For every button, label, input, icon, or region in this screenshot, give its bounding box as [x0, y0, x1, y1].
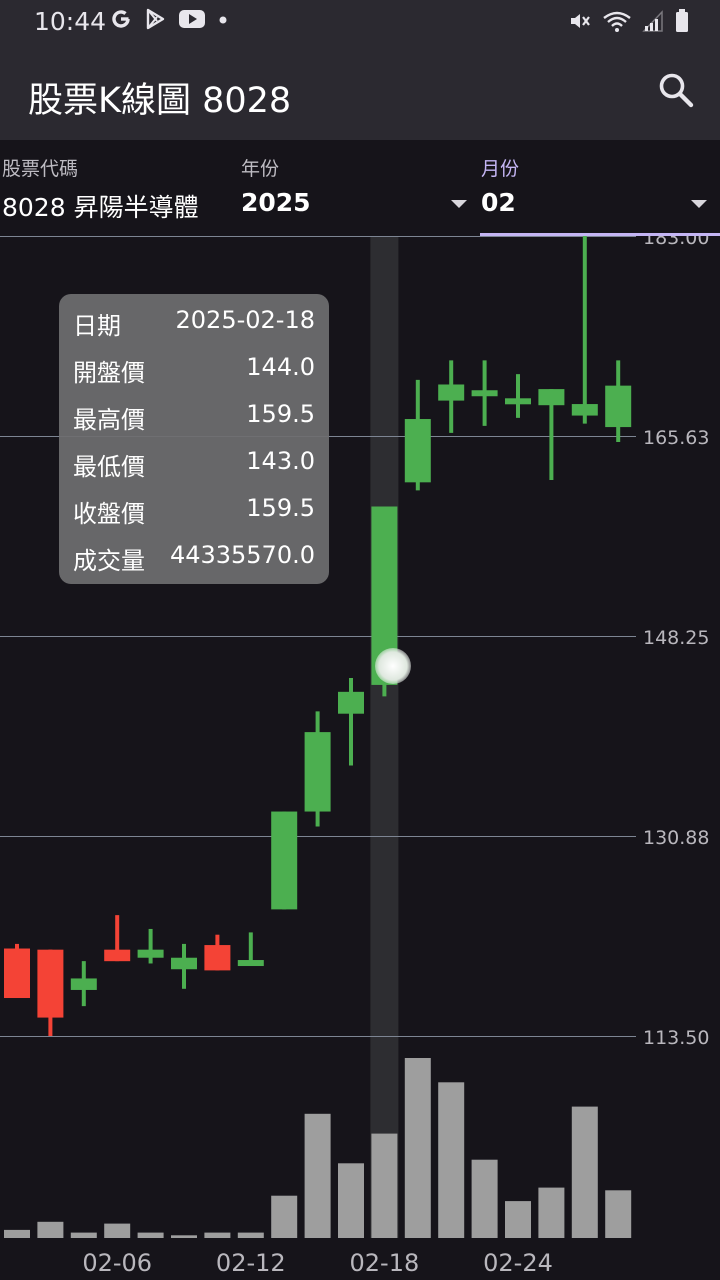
- x-tick-label: 02-18: [350, 1249, 420, 1277]
- candle-body: [304, 732, 331, 812]
- y-tick-label: 113.50: [643, 1027, 709, 1049]
- candle-body: [404, 419, 431, 483]
- status-bar: 10:44: [0, 0, 720, 44]
- candle-body: [438, 384, 465, 401]
- volume-bar: [104, 1223, 131, 1238]
- candle-body: [471, 390, 498, 397]
- candle-body: [137, 949, 164, 958]
- candle-body: [538, 389, 565, 406]
- month-dropdown-icon[interactable]: [691, 200, 707, 208]
- month-value[interactable]: 02: [481, 188, 516, 217]
- volume-bar: [571, 1106, 598, 1238]
- highlight-column: [370, 236, 399, 1238]
- y-tick-label: 148.25: [643, 627, 709, 649]
- tooltip-row-volume: 成交量 44335570.0: [73, 541, 315, 581]
- search-icon[interactable]: [656, 70, 696, 110]
- tooltip-label: 收盤價: [73, 500, 145, 528]
- volume-bar: [605, 1190, 632, 1238]
- candle-body: [271, 811, 298, 910]
- tooltip-row-low: 最低價 143.0: [73, 447, 315, 487]
- volume-bar: [4, 1229, 30, 1238]
- tooltip-row-date: 日期 2025-02-18: [73, 306, 315, 346]
- volume-bar: [338, 1163, 364, 1238]
- mute-icon: [571, 14, 590, 28]
- month-label: 月份: [481, 158, 520, 180]
- candlestick-chart[interactable]: 183.00 165.63 148.25 130.88 113.50 02-06 02-1…: [0, 236, 720, 1280]
- status-time: 10:44: [34, 7, 107, 36]
- battery-icon: [676, 9, 688, 32]
- candle-body: [37, 949, 64, 1018]
- volume-bar: [37, 1221, 64, 1238]
- volume-bar: [404, 1058, 431, 1238]
- volume-bar: [538, 1187, 565, 1238]
- tooltip-value: 143.0: [246, 447, 315, 475]
- tooltip-label: 日期: [73, 312, 121, 340]
- volume-bar: [70, 1232, 97, 1238]
- volume-bar: [304, 1113, 331, 1238]
- stock-code-label: 股票代碼: [2, 158, 79, 180]
- candle-body: [605, 385, 632, 428]
- status-system-icons: [568, 8, 690, 34]
- tooltip-label: 最低價: [73, 453, 145, 481]
- candle-body: [237, 960, 264, 967]
- volume-bar: [271, 1195, 298, 1238]
- wifi-icon: [603, 11, 631, 32]
- candle-body: [338, 691, 364, 714]
- tooltip-value: 44335570.0: [169, 541, 315, 569]
- tooltip-row-high: 最高價 159.5: [73, 400, 315, 440]
- x-tick-label: 02-12: [216, 1249, 286, 1277]
- candle-body: [204, 945, 231, 971]
- month-underline: [480, 233, 720, 236]
- x-tick-label: 02-06: [82, 1249, 152, 1277]
- x-tick-label: 02-24: [483, 1249, 553, 1277]
- candle-body: [571, 404, 598, 416]
- status-notification-icons: [110, 8, 228, 30]
- play-store-icon: [146, 8, 165, 30]
- page-title: 股票K線圖 8028: [28, 81, 292, 121]
- volume-bar: [137, 1232, 164, 1238]
- candle-body: [171, 957, 197, 970]
- tooltip-value: 144.0: [246, 353, 315, 381]
- signal-icon: [642, 10, 663, 32]
- stock-code-value[interactable]: 8028 昇陽半導體: [2, 193, 199, 222]
- volume-bar: [204, 1232, 231, 1238]
- touch-indicator: [375, 648, 411, 684]
- year-dropdown-icon[interactable]: [451, 200, 467, 208]
- y-tick-label: 183.00: [643, 236, 709, 249]
- tooltip-row-open: 開盤價 144.0: [73, 353, 315, 393]
- app-bar: 股票K線圖 8028: [0, 44, 720, 140]
- volume-bar: [371, 1133, 398, 1238]
- volume-bar: [471, 1159, 498, 1238]
- tooltip-value: 2025-02-18: [175, 306, 315, 334]
- candle-body: [70, 978, 97, 990]
- candle-body: [505, 398, 531, 405]
- volume-bar: [171, 1235, 197, 1238]
- tooltip-value: 159.5: [246, 400, 315, 428]
- youtube-icon: [179, 10, 205, 28]
- year-label: 年份: [241, 158, 280, 180]
- y-tick-label: 130.88: [643, 827, 709, 849]
- google-icon: [112, 10, 130, 28]
- tooltip-label: 最高價: [73, 406, 145, 434]
- tooltip-row-close: 收盤價 159.5: [73, 494, 315, 534]
- candle-body: [4, 948, 30, 999]
- tooltip-value: 159.5: [246, 494, 315, 522]
- year-value[interactable]: 2025: [241, 188, 311, 217]
- dot-icon: [219, 16, 227, 24]
- y-tick-label: 165.63: [643, 427, 709, 449]
- candle-tooltip: 日期 2025-02-18 開盤價 144.0 最高價 159.5 最低價 14…: [59, 294, 329, 584]
- query-form: 股票代碼 8028 昇陽半導體 年份 2025 月份 02: [0, 140, 720, 236]
- tooltip-label: 成交量: [73, 547, 145, 575]
- volume-bar: [438, 1082, 465, 1238]
- candle-body: [104, 949, 131, 962]
- volume-bar: [237, 1232, 264, 1238]
- tooltip-label: 開盤價: [73, 359, 145, 387]
- volume-bar: [505, 1201, 531, 1238]
